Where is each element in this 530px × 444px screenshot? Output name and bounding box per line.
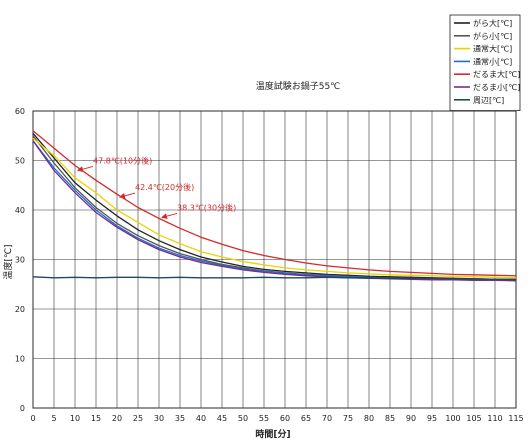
x-tick-label: 65 bbox=[301, 414, 311, 423]
x-tick-label: 45 bbox=[217, 414, 227, 423]
annotation-label: 38.3℃(30分後) bbox=[177, 202, 236, 212]
x-tick-label: 100 bbox=[445, 414, 460, 423]
x-tick-label: 110 bbox=[487, 414, 502, 423]
x-tick-label: 105 bbox=[466, 414, 481, 423]
annotation-arrow bbox=[161, 212, 178, 220]
x-tick-label: 90 bbox=[406, 414, 416, 423]
legend-label: 周辺[℃] bbox=[473, 96, 504, 105]
y-tick-label: 0 bbox=[20, 404, 25, 413]
x-tick-label: 35 bbox=[175, 414, 185, 423]
y-tick-label: 30 bbox=[15, 256, 25, 265]
y-tick-label: 10 bbox=[15, 355, 25, 364]
y-tick-label: 20 bbox=[15, 305, 25, 314]
x-tick-label: 20 bbox=[112, 414, 122, 423]
x-axis-label: 時間[分] bbox=[255, 428, 290, 440]
legend: がら大[℃] がら小[℃] 通常大[℃] 通常小[℃] だるま大[℃] だるま小[℃] 周辺… bbox=[449, 14, 521, 111]
legend-box bbox=[449, 14, 521, 111]
annotation-arrow bbox=[119, 192, 136, 199]
chart-title: 温度試験お鍋子55℃ bbox=[256, 80, 341, 92]
x-tick-label: 15 bbox=[91, 414, 101, 423]
x-tick-label: 75 bbox=[343, 414, 353, 423]
annotations: 47.8℃(10分後) 42.4℃(20分後) 38.3℃(30分後) bbox=[77, 155, 236, 220]
x-tick-label: 95 bbox=[427, 414, 437, 423]
x-tick-label: 30 bbox=[154, 414, 164, 423]
x-tick-label: 40 bbox=[196, 414, 206, 423]
x-tick-label: 60 bbox=[280, 414, 290, 423]
x-tick-label: 5 bbox=[51, 414, 56, 423]
x-tick-label: 85 bbox=[385, 414, 395, 423]
series-lines bbox=[32, 130, 517, 282]
annotation-arrow bbox=[77, 165, 94, 173]
legend-label: だるま大[℃] bbox=[473, 69, 520, 79]
x-tick-label: 25 bbox=[133, 414, 143, 423]
x-tick-label: 55 bbox=[259, 414, 269, 423]
series-line-4 bbox=[32, 130, 517, 277]
series-line-6 bbox=[32, 276, 517, 281]
annotation-label: 47.8℃(10分後) bbox=[93, 155, 152, 165]
legend-label: 通常小[℃] bbox=[473, 56, 512, 66]
legend-label: だるま小[℃] bbox=[473, 83, 520, 92]
x-tick-label: 50 bbox=[238, 414, 248, 423]
series-line-2 bbox=[32, 137, 517, 279]
axes: 0 5 10 15 20 25 30 35 40 45 50 55 60 65 70 75 80 85 90 95 10… bbox=[15, 107, 524, 423]
legend-label: がら小[℃] bbox=[473, 31, 512, 41]
y-tick-label: 40 bbox=[15, 206, 25, 215]
x-tick-label: 70 bbox=[322, 414, 332, 423]
x-tick-label: 0 bbox=[30, 414, 35, 423]
legend-label: がら大[℃] bbox=[473, 18, 512, 28]
series-line-5 bbox=[32, 140, 517, 282]
y-tick-label: 50 bbox=[15, 157, 25, 166]
y-axis-label: 温度[℃] bbox=[2, 244, 14, 279]
legend-label: 通常大[℃] bbox=[473, 44, 512, 54]
x-tick-label: 10 bbox=[70, 414, 80, 423]
y-tick-label: 60 bbox=[15, 107, 25, 116]
x-tick-label: 80 bbox=[364, 414, 374, 423]
annotation-label: 42.4℃(20分後) bbox=[135, 182, 194, 192]
x-tick-label: 115 bbox=[508, 414, 523, 423]
